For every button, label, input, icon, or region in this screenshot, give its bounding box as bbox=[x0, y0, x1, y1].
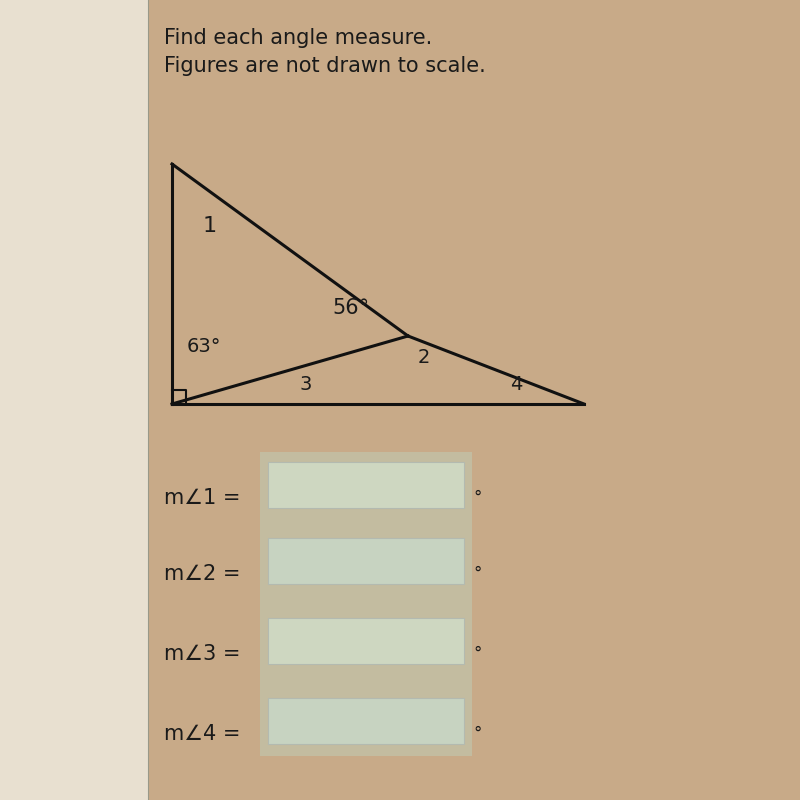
Text: Find each angle measure.: Find each angle measure. bbox=[164, 28, 432, 48]
Text: 2: 2 bbox=[418, 348, 430, 367]
Text: 56°: 56° bbox=[332, 298, 369, 318]
Text: m∠1 =: m∠1 = bbox=[164, 488, 241, 508]
Bar bbox=[268, 462, 464, 508]
Bar bbox=[268, 538, 464, 584]
Text: °: ° bbox=[474, 489, 482, 506]
Text: 3: 3 bbox=[300, 375, 312, 394]
Text: m∠2 =: m∠2 = bbox=[164, 563, 241, 584]
Bar bbox=[0, 0, 148, 800]
Text: m∠3 =: m∠3 = bbox=[164, 643, 241, 664]
Text: 63°: 63° bbox=[186, 337, 221, 356]
Text: °: ° bbox=[474, 565, 482, 582]
Bar bbox=[268, 698, 464, 744]
Text: 4: 4 bbox=[510, 375, 522, 394]
Text: °: ° bbox=[474, 725, 482, 742]
Text: Figures are not drawn to scale.: Figures are not drawn to scale. bbox=[164, 56, 486, 76]
Text: °: ° bbox=[474, 645, 482, 662]
Bar bbox=[260, 452, 472, 756]
Text: m∠4 =: m∠4 = bbox=[164, 723, 241, 744]
Text: 1: 1 bbox=[202, 216, 217, 236]
Bar bbox=[268, 618, 464, 664]
